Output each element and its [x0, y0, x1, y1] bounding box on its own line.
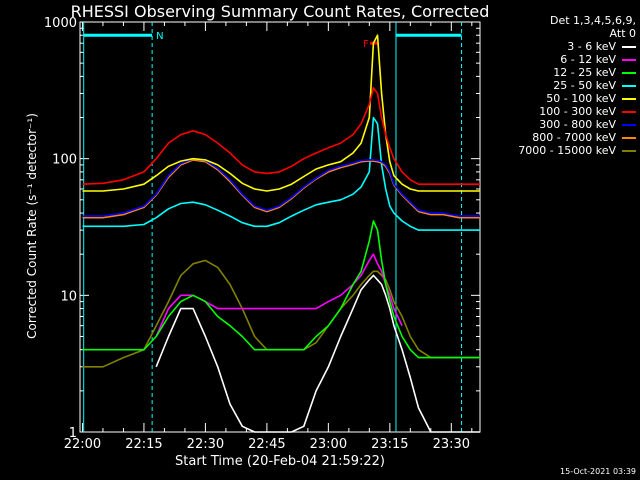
legend-swatch: [622, 71, 636, 74]
legend-item: 300 - 800 keV: [480, 118, 636, 131]
legend-item: 3 - 6 keV: [480, 40, 636, 53]
chart-title: RHESSI Observing Summary Count Rates, Co…: [70, 2, 490, 21]
legend-swatch: [622, 149, 636, 152]
x-tick-label: 22:45: [248, 437, 285, 452]
night-label: N: [156, 31, 163, 42]
x-tick-label: 22:30: [187, 437, 224, 452]
legend-item: 6 - 12 keV: [480, 53, 636, 66]
legend-label: 100 - 300 keV: [539, 105, 616, 118]
legend-item: 50 - 100 keV: [480, 92, 636, 105]
legend-swatch: [622, 97, 636, 100]
legend-entries: 3 - 6 keV 6 - 12 keV 12 - 25 keV 25 - 50 ke…: [480, 40, 636, 157]
timestamp-label: 15-Oct-2021 03:39: [560, 467, 636, 476]
series-line-100-300keV: [82, 87, 480, 185]
y-axis-label: Corrected Count Rate (s⁻¹ detector⁻¹): [25, 113, 39, 339]
legend-item: 100 - 300 keV: [480, 105, 636, 118]
legend-label: 3 - 6 keV: [567, 40, 616, 53]
y-tick-label: 100: [52, 153, 77, 168]
x-axis-label: Start Time (20-Feb-04 21:59:22): [175, 454, 385, 469]
legend-header-detectors: Det 1,3,4,5,6,9,: [549, 14, 636, 27]
legend-swatch: [622, 84, 636, 87]
plot-frame: [79, 21, 481, 433]
series-line-50-100keV: [82, 34, 480, 192]
x-tick-label: 22:15: [125, 437, 162, 452]
y-tick-label: 1: [69, 426, 77, 441]
legend-label: 800 - 7000 keV: [532, 131, 616, 144]
legend-label: 7000 - 15000 keV: [518, 144, 616, 157]
x-tick-label: 23:00: [310, 437, 347, 452]
series-line-25-50keV: [82, 116, 480, 231]
legend: Det 1,3,4,5,6,9, Att 0 3 - 6 keV 6 - 12 k…: [480, 14, 636, 157]
legend-label: 12 - 25 keV: [553, 66, 616, 79]
legend-swatch: [622, 123, 636, 126]
flare-label: F: [363, 39, 369, 50]
legend-item: 12 - 25 keV: [480, 66, 636, 79]
series-line-300-800keV: [82, 157, 480, 217]
legend-label: 50 - 100 keV: [546, 92, 616, 105]
legend-header-attenuator: Att 0: [609, 27, 636, 40]
series-line-3-6keV: [155, 274, 480, 433]
legend-swatch: [622, 45, 636, 48]
legend-swatch: [622, 58, 636, 61]
legend-label: 25 - 50 keV: [553, 79, 616, 92]
series-line-12-25keV: [82, 220, 480, 359]
legend-swatch: [622, 136, 636, 139]
legend-item: 7000 - 15000 keV: [480, 144, 636, 157]
y-tick-label: 1000: [44, 16, 77, 31]
x-tick-label: 23:30: [433, 437, 470, 452]
legend-item: 800 - 7000 keV: [480, 131, 636, 144]
series-line-6-12keV: [155, 253, 403, 337]
y-tick-label: 10: [60, 289, 77, 304]
x-tick-label: 23:15: [371, 437, 408, 452]
legend-label: 6 - 12 keV: [560, 53, 616, 66]
series-line-7000-15000keV: [82, 259, 480, 368]
legend-swatch: [622, 110, 636, 113]
legend-label: 300 - 800 keV: [539, 118, 616, 131]
x-tick-label: 22:00: [64, 437, 101, 452]
legend-item: 25 - 50 keV: [480, 79, 636, 92]
